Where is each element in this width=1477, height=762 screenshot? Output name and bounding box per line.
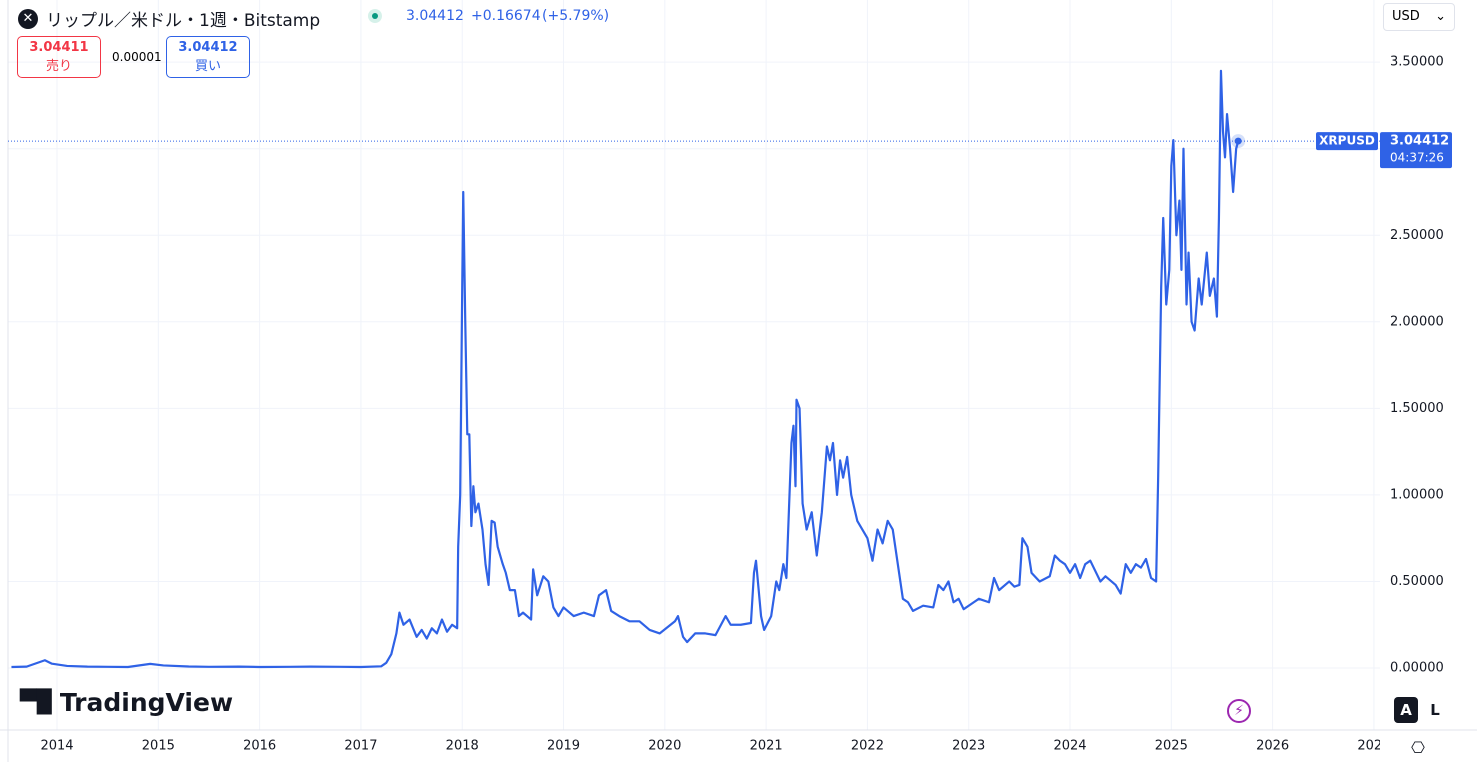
symbol-header: ✕ リップル／米ドル・1週・Bitstamp (18, 6, 320, 31)
currency-select[interactable]: USD ⌄ (1383, 3, 1455, 31)
header-change: +0.16674 (471, 8, 541, 24)
x-axis: 2014 2015 2016 2017 2018 2019 2020 2021 2022 2023… (40, 739, 1390, 754)
last-point (1234, 137, 1242, 145)
x-tick-label: 2027 (1357, 739, 1390, 754)
status-dot (368, 9, 382, 23)
news-icon[interactable]: ⚡ (1227, 699, 1251, 723)
x-tick-label: 2020 (648, 739, 681, 754)
price-line (11, 69, 1240, 669)
header-price: 3.04412 (406, 8, 464, 24)
y-tick-label: 0.50000 (1390, 574, 1444, 589)
x-tick-label: 2015 (142, 739, 175, 754)
x-tick-label: 2017 (344, 739, 377, 754)
x-tick-label: 2022 (851, 739, 884, 754)
buy-button[interactable]: 3.04412 買い (166, 36, 250, 78)
x-tick-label: 2014 (40, 739, 73, 754)
y-tick-label: 2.50000 (1390, 228, 1444, 243)
logo: ▀▉ TradingView (20, 688, 234, 717)
sell-price: 3.04411 (29, 40, 89, 55)
header-change-pct: (+5.79%) (542, 8, 610, 24)
y-tick-label: 0.00000 (1390, 661, 1444, 676)
y-tick-label: 3.50000 (1390, 55, 1444, 70)
sell-button[interactable]: 3.04411 売り (17, 36, 101, 78)
x-tick-label: 2018 (446, 739, 479, 754)
x-tick-label: 2026 (1256, 739, 1289, 754)
x-tick-label: 2021 (750, 739, 783, 754)
symbol-icon: ✕ (18, 8, 38, 29)
x-tick-label: 2023 (952, 739, 985, 754)
x-tick-label: 2019 (547, 739, 580, 754)
x-tick-label: 2025 (1155, 739, 1188, 754)
buy-label: 買い (194, 59, 221, 74)
y-tick-label: 1.00000 (1390, 487, 1444, 502)
symbol-label: XRPUSD (1319, 134, 1375, 148)
auto-scale-button[interactable]: A (1394, 697, 1418, 723)
y-tick-label: 1.50000 (1390, 401, 1444, 416)
symbol-title[interactable]: リップル／米ドル・1週・Bitstamp (46, 11, 321, 31)
price-label: 3.04412 (1390, 134, 1449, 149)
plot (11, 69, 1240, 669)
symbol-label-box (1316, 132, 1378, 151)
x-tick-label: 2024 (1053, 739, 1086, 754)
currency: USD (1392, 9, 1420, 24)
buy-price: 3.04412 (178, 40, 238, 55)
x-tick-label: 2016 (243, 739, 276, 754)
spread: 0.00001 (112, 50, 162, 64)
logo-text: TradingView (59, 688, 234, 717)
log-scale-button[interactable]: L (1430, 701, 1440, 719)
y-tick-label: 2.00000 (1390, 314, 1444, 329)
price-label-box (1380, 132, 1452, 169)
settings-icon[interactable]: ⎔ (1411, 738, 1425, 757)
sell-label: 売り (45, 59, 72, 74)
countdown: 04:37:26 (1390, 151, 1444, 165)
